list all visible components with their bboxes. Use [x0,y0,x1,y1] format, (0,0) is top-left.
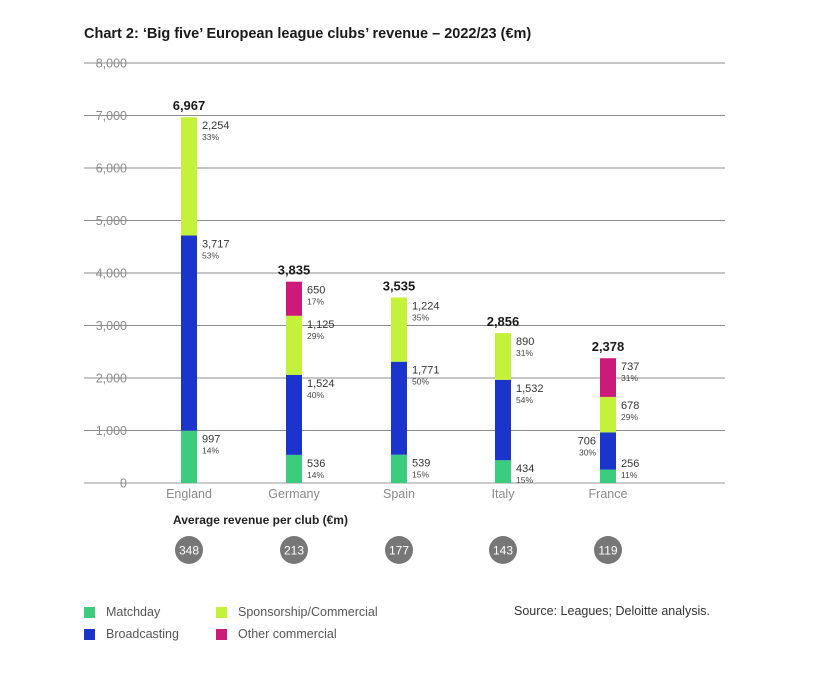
y-tick-label: 4,000 [96,267,127,281]
segment-percent-label: 40% [307,390,324,400]
x-category-label: England [166,487,212,501]
bar-segment-broadcasting-spain [391,361,407,455]
legend-label-broadcasting: Broadcasting [106,627,179,641]
segment-value-label: 890 [516,336,534,348]
bar-segment-matchday-france [600,469,616,483]
bar-segment-broadcasting-germany [286,374,302,455]
total-label: 3,835 [278,263,311,278]
legend-item-other-commercial: Other commercial [216,627,337,641]
average-revenue-circle [489,536,517,564]
segment-percent-label: 50% [412,377,429,387]
average-revenue-value: 143 [493,544,513,558]
segment-percent-label: 33% [202,132,219,142]
legend-label-sponsorship: Sponsorship/Commercial [238,605,378,619]
y-tick-label: 8,000 [96,57,127,71]
segment-percent-label: 53% [202,251,219,261]
y-tick-label: 6,000 [96,162,127,176]
segment-percent-label: 30% [579,447,596,457]
total-label: 3,535 [383,278,416,293]
legend-swatch-broadcasting [84,628,95,640]
segment-value-label: 1,524 [307,378,335,390]
total-label: 2,856 [487,314,520,329]
y-tick-label: 7,000 [96,109,127,123]
total-label: 6,967 [173,98,206,113]
bar-segment-sponsorship-commercial-france [600,396,616,433]
segment-percent-label: 31% [621,373,638,383]
total-label: 2,378 [592,339,625,354]
segment-percent-label: 54% [516,395,533,405]
legend-swatch-other-commercial [216,628,227,640]
bar-segment-matchday-italy [495,460,511,483]
segment-percent-label: 11% [621,470,638,480]
average-revenue-value: 119 [598,544,617,558]
bar-segment-broadcasting-england [181,235,197,431]
legend-item-broadcasting: Broadcasting [84,627,179,641]
segment-value-label: 539 [412,458,430,470]
y-tick-label: 0 [120,477,127,491]
revenue-chart: 0 1,000 2,000 3,000 4,000 5,000 6,000 7,000 8,00… [84,57,725,564]
average-revenue-value: 177 [389,544,409,558]
segment-value-label: 650 [307,285,325,297]
bar-segment-matchday-germany [286,454,302,483]
bar-segment-sponsorship-commercial-italy [495,333,511,380]
source-note: Source: Leagues; Deloitte analysis. [514,604,710,618]
segment-value-label: 1,224 [412,300,440,312]
bar-segment-sponsorship-commercial-england [181,117,197,236]
legend-item-matchday: Matchday [84,605,160,619]
x-category-label: Germany [268,487,320,501]
average-revenue-circle [175,536,203,564]
segment-value-label: 536 [307,458,325,470]
bar-segment-sponsorship-commercial-germany [286,315,302,375]
average-revenue-value: 213 [284,544,304,558]
segment-percent-label: 17% [307,297,324,307]
bar-segment-other-commercial-france [600,358,616,397]
segment-value-label: 1,532 [516,383,544,395]
y-tick-label: 3,000 [96,319,127,333]
segment-percent-label: 15% [516,475,533,485]
x-category-label: France [589,487,628,501]
segment-value-label: 1,771 [412,365,440,377]
segment-percent-label: 14% [202,446,219,456]
bar-segment-broadcasting-france [600,432,616,470]
segment-value-label: 678 [621,400,639,412]
y-tick-label: 1,000 [96,424,127,438]
segment-percent-label: 35% [412,312,429,322]
average-revenue-circle [385,536,413,564]
legend-label-matchday: Matchday [106,605,161,619]
x-category-label: Italy [492,487,516,501]
segment-value-label: 3,717 [202,239,230,251]
legend-item-sponsorship: Sponsorship/Commercial [216,605,378,619]
chart-title: Chart 2: ‘Big five’ European league club… [84,26,532,42]
average-revenue-circle [594,536,622,564]
segment-percent-label: 14% [307,470,324,480]
segment-value-label: 737 [621,361,639,373]
legend-label-other-commercial: Other commercial [238,627,337,641]
bar-segment-other-commercial-germany [286,281,302,316]
bar-segment-matchday-spain [391,454,407,483]
segment-percent-label: 15% [412,470,429,480]
legend-swatch-sponsorship [216,606,227,618]
segment-percent-label: 29% [621,412,638,422]
y-tick-label: 2,000 [96,372,127,386]
segment-value-label: 256 [621,458,639,470]
bar-segment-sponsorship-commercial-spain [391,297,407,362]
segment-value-label: 434 [516,463,534,475]
segment-value-label: 997 [202,434,220,446]
segment-percent-label: 31% [516,348,533,358]
bar-segment-broadcasting-italy [495,379,511,461]
average-revenue-label: Average revenue per club (€m) [173,513,348,527]
bar-segment-matchday-england [181,430,197,483]
segment-percent-label: 29% [307,331,324,341]
average-revenue-value: 348 [179,544,199,558]
average-revenue-circle [280,536,308,564]
y-tick-label: 5,000 [96,214,127,228]
segment-value-label: 706 [578,435,596,447]
segment-value-label: 2,254 [202,120,230,132]
segment-value-label: 1,125 [307,319,335,331]
legend-swatch-matchday [84,606,95,618]
x-category-label: Spain [383,487,415,501]
